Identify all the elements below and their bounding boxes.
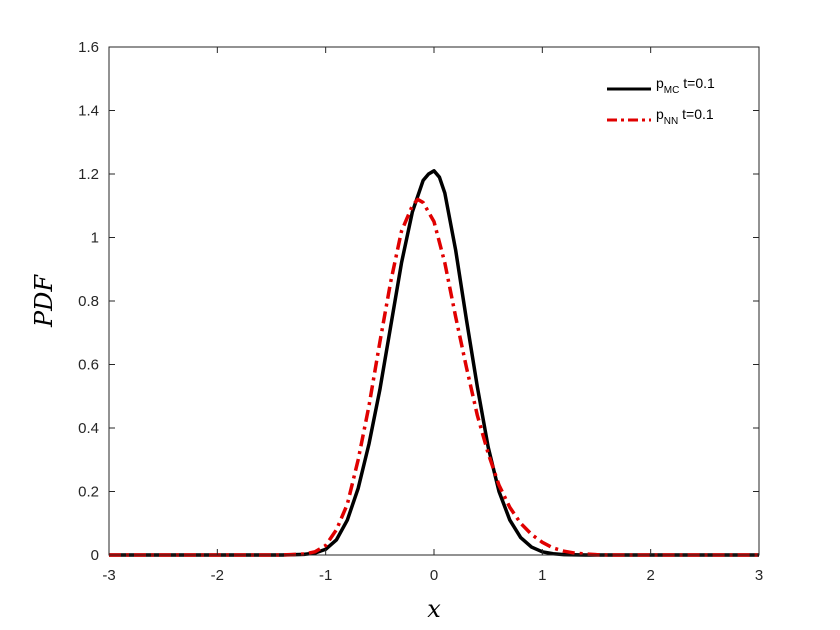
legend-label-mc: pMC t=0.1: [656, 75, 715, 96]
x-tick-label: -2: [211, 567, 224, 584]
x-tick-label: -1: [319, 567, 332, 584]
x-axis-label: x: [427, 595, 441, 623]
x-tick-label: 2: [646, 567, 654, 584]
series-layer: [109, 169, 759, 557]
y-tick-label: 1.6: [78, 39, 99, 56]
legend-nn-sub: NN: [664, 116, 678, 127]
legend-mc-suffix: t=0.1: [679, 75, 715, 91]
y-tick-label: 0: [91, 547, 99, 564]
y-tick-label: 0.2: [78, 484, 99, 501]
legend-nn-main: p: [656, 106, 664, 122]
y-tick-label: 0.8: [78, 293, 99, 310]
legend-label-nn: pNN t=0.1: [656, 106, 714, 127]
x-tick-label: 3: [755, 567, 763, 584]
legend-nn-suffix: t=0.1: [678, 106, 714, 122]
legend-mc-sub: MC: [664, 85, 680, 96]
y-axis-label: PDF: [30, 274, 58, 328]
x-tick-label: -3: [102, 567, 115, 584]
y-tick-label: 0.6: [78, 357, 99, 374]
y-tick-label: 1.2: [78, 166, 99, 183]
legend: pMC t=0.1 pNN t=0.1: [607, 75, 715, 127]
series-line-nn: [109, 197, 759, 557]
y-tick-label: 0.4: [78, 420, 99, 437]
y-tick-label: 1: [91, 230, 99, 247]
series-line-mc: [109, 169, 759, 557]
y-tick-label: 1.4: [78, 103, 99, 120]
axes-layer: -3 -2 -1 0 1 2 3 0 0.2 0.4 0.6 0.8 1 1.2 1.4 1.6: [78, 39, 763, 584]
x-tick-label: 1: [538, 567, 546, 584]
x-tick-label: 0: [430, 567, 438, 584]
legend-mc-main: p: [656, 75, 664, 91]
plot-area: [109, 47, 759, 555]
